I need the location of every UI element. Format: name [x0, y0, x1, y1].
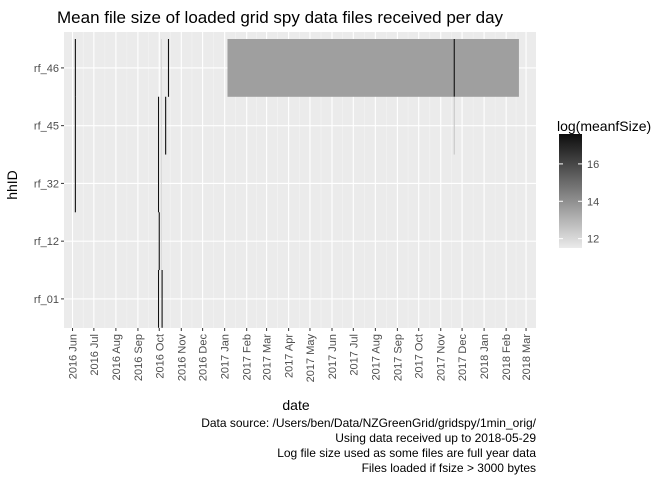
x-axis: 2016 Jun 2016 Jul 2016 Aug 2016 Sep 2016 Oct…	[68, 328, 533, 383]
x-tick-label: 2016 Jul	[89, 334, 101, 376]
heat-cell	[165, 96, 167, 155]
y-tick-label: rf_45	[34, 121, 59, 133]
chart-title: Mean file size of loaded grid spy data f…	[57, 8, 504, 27]
heat-cell	[453, 96, 455, 155]
heat-band	[227, 39, 519, 97]
heat-cell	[157, 96, 160, 155]
heat-cell	[160, 39, 162, 97]
heat-cell	[74, 96, 76, 155]
heat-cell	[157, 270, 160, 328]
x-tick-label: 2017 Oct	[414, 334, 426, 379]
x-tick-label: 2016 Jun	[68, 334, 80, 379]
x-tick-label: 2016 Sep	[133, 334, 145, 381]
heat-cell	[74, 154, 76, 213]
legend: log(meanfSize) 12 14 16	[557, 118, 651, 248]
heat-cell	[74, 39, 76, 97]
legend-title: log(meanfSize)	[557, 118, 651, 134]
legend-tick-label: 12	[587, 234, 599, 246]
caption-line: Log file size used as some files are ful…	[277, 446, 536, 460]
x-tick-label: 2017 May	[305, 334, 317, 383]
heat-cell	[157, 154, 160, 213]
caption-line: Files loaded if fsize > 3000 bytes	[362, 461, 536, 475]
y-tick-label: rf_32	[34, 178, 59, 190]
x-tick-label: 2016 Dec	[198, 334, 210, 382]
y-tick-label: rf_01	[34, 294, 59, 306]
x-axis-title: date	[282, 397, 309, 413]
heat-cell	[453, 39, 455, 97]
x-tick-label: 2016 Aug	[111, 334, 123, 381]
x-tick-label: 2017 Mar	[262, 334, 274, 381]
x-tick-label: 2016 Oct	[154, 334, 166, 379]
y-axis-title: hhID	[4, 170, 20, 200]
heat-cell	[167, 39, 170, 97]
y-tick-label: rf_46	[34, 63, 59, 75]
plot-panel	[64, 32, 536, 328]
x-tick-label: 2018 Feb	[501, 334, 513, 380]
heat-cell	[160, 212, 162, 271]
x-tick-label: 2017 Dec	[457, 334, 469, 382]
legend-colorbar	[559, 134, 582, 248]
legend-tick-label: 16	[587, 159, 599, 171]
caption: Data source: /Users/ben/Data/NZGreenGrid…	[201, 416, 536, 475]
x-tick-label: 2018 Mar	[521, 334, 533, 381]
x-tick-label: 2017 Jul	[348, 334, 360, 376]
heat-cell	[158, 212, 160, 271]
x-tick-label: 2017 Aug	[370, 334, 382, 381]
x-tick-label: 2017 Jun	[327, 334, 339, 379]
x-tick-label: 2018 Jan	[479, 334, 491, 379]
y-tick-label: rf_12	[34, 236, 59, 248]
x-tick-label: 2017 Feb	[242, 334, 254, 380]
y-axis: rf_01 rf_12 rf_32 rf_45 rf_46	[34, 63, 64, 306]
caption-line: Data source: /Users/ben/Data/NZGreenGrid…	[201, 416, 536, 430]
x-tick-label: 2017 Nov	[436, 334, 448, 382]
caption-line: Using data received up to 2018-05-29	[335, 431, 536, 445]
legend-tick-label: 14	[587, 196, 599, 208]
x-tick-label: 2017 Sep	[392, 334, 404, 381]
heat-cell	[161, 270, 163, 328]
heat-cell	[160, 154, 162, 213]
heat-cell	[160, 96, 162, 155]
x-tick-label: 2016 Nov	[176, 334, 188, 382]
x-tick-label: 2017 Jan	[220, 334, 232, 379]
x-tick-label: 2017 Apr	[284, 334, 296, 378]
